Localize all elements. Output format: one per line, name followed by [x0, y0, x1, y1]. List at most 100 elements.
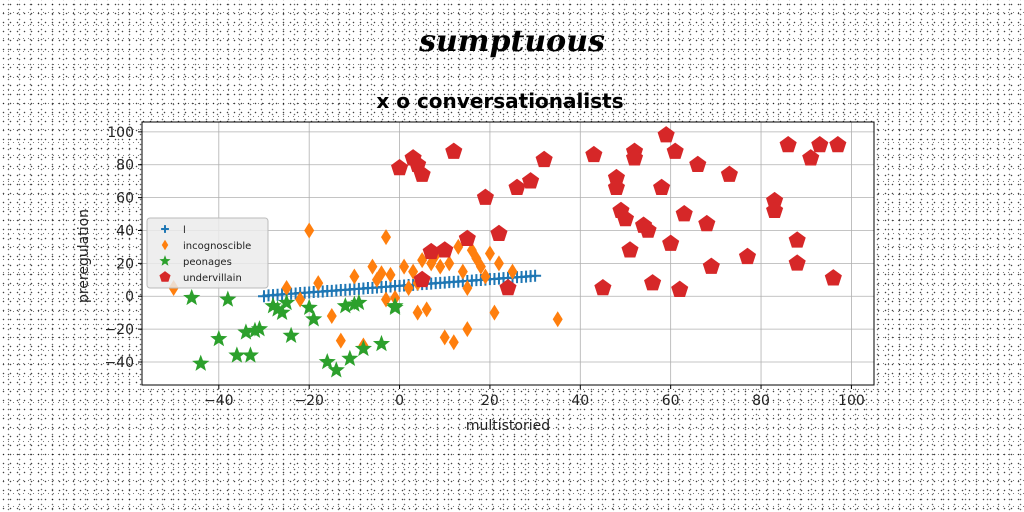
data-point — [403, 280, 414, 297]
data-point — [666, 142, 684, 159]
data-point — [335, 332, 346, 349]
x-tick-label: 100 — [838, 393, 865, 409]
data-point — [264, 297, 282, 314]
legend-item: undervillain — [159, 271, 242, 284]
legend: l incognoscible peonages undervillain — [146, 217, 269, 289]
y-tick-label: −20 — [104, 322, 134, 338]
data-point — [246, 321, 264, 339]
data-point — [507, 263, 518, 280]
data-point — [250, 320, 269, 337]
legend-label: incognoscible — [183, 241, 251, 252]
legend-marker — [159, 271, 171, 282]
data-point — [300, 298, 318, 316]
y-axis-label: preregulation — [76, 209, 92, 303]
legend-box — [146, 217, 269, 289]
data-point — [522, 172, 540, 189]
data-point — [269, 300, 287, 317]
data-point — [281, 280, 292, 297]
legend-marker — [161, 225, 169, 233]
data-point — [671, 280, 689, 297]
x-tick-label: 40 — [571, 393, 589, 409]
data-point — [594, 279, 612, 296]
legend-label: peonages — [183, 257, 232, 268]
data-point — [490, 224, 508, 242]
data-point — [327, 361, 345, 378]
data-point — [453, 238, 464, 255]
data-point — [305, 310, 323, 327]
data-point — [457, 263, 468, 280]
data-point — [445, 142, 463, 159]
data-point — [435, 258, 446, 275]
data-point — [376, 265, 387, 282]
data-point — [386, 298, 404, 316]
data-point — [413, 270, 431, 288]
data-point — [448, 334, 459, 351]
data-point — [625, 149, 644, 166]
data-point — [508, 178, 526, 196]
data-point — [354, 339, 372, 357]
y-tick-label: 20 — [116, 256, 134, 272]
series-undervillain — [391, 126, 847, 297]
data-point — [313, 275, 324, 292]
data-point — [295, 291, 306, 308]
y-tick-label: 40 — [116, 223, 134, 239]
data-point — [228, 346, 246, 363]
legend-item: incognoscible — [161, 239, 251, 252]
data-point — [493, 255, 504, 272]
data-point — [210, 329, 228, 347]
data-point — [811, 136, 829, 153]
data-point — [345, 295, 363, 312]
data-point — [412, 304, 423, 321]
legend-label: undervillain — [183, 273, 242, 284]
x-tick-label: 80 — [752, 393, 770, 409]
data-point — [621, 241, 639, 258]
data-point — [421, 301, 432, 318]
data-point — [552, 311, 563, 328]
x-tick-label: −40 — [204, 393, 234, 409]
axis-ticks: −40 −20 0 20 40 60 80 100 −40 −20 0 20 40 60 80 100 — [104, 125, 864, 409]
y-tick-label: 100 — [107, 125, 134, 141]
data-point — [824, 269, 842, 286]
series-peonages — [183, 288, 404, 378]
data-point — [616, 209, 635, 227]
data-point — [341, 349, 359, 366]
data-point — [318, 352, 336, 370]
data-point — [475, 258, 486, 275]
data-point — [829, 136, 847, 153]
data-point — [802, 149, 820, 166]
data-point — [698, 214, 716, 232]
data-point — [278, 293, 296, 311]
data-point — [788, 231, 806, 248]
data-point — [480, 268, 491, 285]
data-point — [349, 268, 360, 285]
data-point — [336, 297, 354, 314]
data-point — [529, 269, 542, 282]
data-point — [720, 165, 738, 182]
data-point — [489, 304, 500, 321]
y-tick-label: 60 — [116, 191, 134, 207]
data-point — [219, 290, 237, 307]
legend-label: l — [183, 225, 186, 236]
y-tick-label: 0 — [125, 289, 134, 305]
data-point — [476, 188, 494, 205]
data-point — [484, 245, 495, 262]
data-point — [426, 255, 437, 272]
data-point — [192, 354, 210, 371]
data-point — [326, 307, 337, 324]
data-point — [462, 321, 473, 338]
chart-title: x o conversationalists — [376, 89, 623, 113]
data-point — [237, 323, 255, 340]
data-point — [462, 280, 473, 297]
data-point — [766, 201, 784, 219]
y-tick-label: 80 — [116, 158, 134, 174]
data-point — [436, 241, 454, 258]
x-tick-label: −20 — [294, 393, 324, 409]
data-point — [282, 326, 300, 343]
data-point — [241, 346, 259, 363]
data-point — [738, 247, 757, 265]
figure-suptitle: sumptuous — [419, 24, 605, 59]
data-point — [381, 229, 391, 246]
series-layer — [168, 126, 847, 378]
data-point — [273, 303, 291, 320]
legend-item: l — [161, 225, 186, 236]
